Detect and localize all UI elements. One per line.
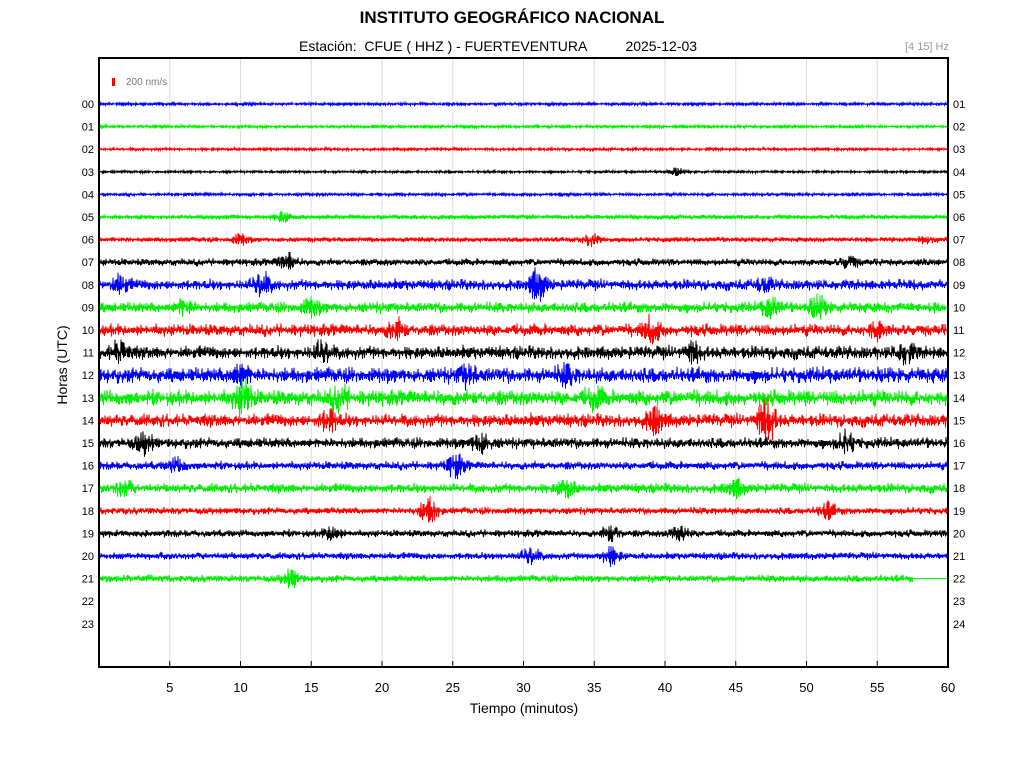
y-tick-label-right: 17	[953, 461, 965, 473]
y-tick-label-left: 12	[82, 370, 94, 382]
y-tick-label-right: 02	[953, 122, 965, 134]
scale-bar-label: 200 nm/s	[126, 77, 167, 88]
x-tick-label: 55	[870, 680, 884, 695]
x-tick-label: 15	[304, 680, 318, 695]
y-tick-label-left: 14	[82, 415, 94, 427]
y-tick-label-left: 11	[83, 348, 94, 360]
y-tick-label-left: 22	[82, 596, 94, 608]
y-tick-label-left: 09	[82, 302, 94, 314]
x-tick-label: 20	[375, 680, 389, 695]
y-tick-label-right: 22	[953, 574, 965, 586]
axis-layer: 5 10 15 20 25 30 35 40 45 50 55 60 00 01 01 02 02 03 03 04 0…	[82, 99, 966, 695]
trace-hour-17	[98, 477, 949, 500]
y-tick-label-right: 14	[953, 393, 965, 405]
trace-hour-20	[98, 546, 949, 567]
trace-hour-09	[98, 293, 949, 320]
x-tick-label: 60	[941, 680, 955, 695]
y-tick-label-left: 15	[82, 438, 94, 450]
y-tick-label-right: 20	[953, 528, 965, 540]
y-tick-label-left: 07	[82, 257, 94, 269]
y-tick-label-right: 13	[953, 370, 965, 382]
chart-title: INSTITUTO GEOGRÁFICO NACIONAL	[359, 8, 665, 27]
y-tick-label-left: 03	[82, 167, 94, 179]
trace-hour-18	[98, 496, 949, 523]
y-tick-label-left: 18	[82, 506, 94, 518]
y-tick-label-left: 13	[82, 393, 94, 405]
y-tick-label-right: 07	[953, 235, 965, 247]
y-tick-label-right: 16	[953, 438, 965, 450]
y-tick-label-right: 03	[953, 144, 965, 156]
y-tick-label-left: 08	[82, 280, 94, 292]
x-tick-label: 5	[166, 680, 173, 695]
trace-hour-21	[98, 568, 913, 589]
y-tick-label-left: 23	[82, 619, 94, 631]
x-tick-label: 45	[729, 680, 743, 695]
y-tick-label-right: 08	[953, 257, 965, 269]
trace-hour-05	[98, 210, 949, 223]
y-tick-label-right: 01	[953, 99, 965, 111]
trace-hour-03	[98, 167, 949, 177]
x-tick-label: 25	[446, 680, 460, 695]
y-tick-label-right: 11	[953, 325, 964, 337]
y-tick-label-left: 05	[82, 212, 94, 224]
y-tick-label-left: 16	[82, 461, 94, 473]
trace-hour-07	[98, 251, 949, 270]
y-tick-label-right: 10	[953, 302, 965, 314]
y-tick-label-right: 09	[953, 280, 965, 292]
y-tick-label-right: 19	[953, 506, 965, 518]
y-tick-label-left: 00	[82, 99, 94, 111]
trace-hour-15	[98, 428, 949, 457]
x-tick-label: 40	[658, 680, 672, 695]
trace-hour-06	[98, 232, 949, 248]
x-tick-label: 10	[233, 680, 247, 695]
y-tick-label-left: 04	[82, 189, 94, 201]
y-tick-label-right: 23	[953, 596, 965, 608]
trace-layer	[98, 100, 949, 589]
trace-hour-19	[98, 525, 949, 543]
station-subtitle: Estación: CFUE ( HHZ ) - FUERTEVENTURA 2…	[299, 38, 698, 54]
y-tick-label-left: 20	[82, 551, 94, 563]
y-tick-label-left: 06	[82, 235, 94, 247]
filter-band-label: [4 15] Hz	[904, 41, 949, 53]
x-axis-label: Tiempo (minutos)	[469, 700, 579, 716]
trace-hour-10	[98, 313, 949, 345]
trace-hour-01	[98, 123, 949, 131]
y-axis-label: Horas (UTC)	[54, 325, 70, 405]
trace-hour-16	[98, 453, 949, 480]
scale-bar-icon	[112, 78, 115, 86]
x-tick-label: 50	[799, 680, 813, 695]
trace-hour-08	[98, 267, 949, 302]
trace-hour-12	[98, 361, 949, 391]
y-tick-label-left: 19	[82, 528, 94, 540]
y-tick-label-right: 24	[953, 619, 965, 631]
y-tick-label-right: 15	[953, 415, 965, 427]
y-tick-label-right: 04	[953, 167, 965, 179]
y-tick-label-left: 10	[82, 325, 94, 337]
y-tick-label-right: 05	[953, 189, 965, 201]
trace-hour-11	[98, 339, 949, 366]
x-tick-label: 30	[516, 680, 530, 695]
y-tick-label-right: 06	[953, 212, 965, 224]
trace-hour-00	[98, 100, 949, 108]
y-tick-label-left: 17	[82, 483, 94, 495]
y-tick-label-right: 12	[953, 348, 965, 360]
x-tick-label: 35	[587, 680, 601, 695]
trace-hour-13	[98, 378, 949, 418]
trace-hour-02	[98, 145, 949, 153]
trace-hour-14	[98, 398, 949, 445]
y-tick-label-right: 18	[953, 483, 965, 495]
y-tick-label-left: 21	[82, 574, 94, 586]
y-tick-label-left: 01	[82, 122, 94, 134]
y-tick-label-left: 02	[82, 144, 94, 156]
trace-hour-04	[98, 190, 949, 198]
y-tick-label-right: 21	[953, 551, 965, 563]
